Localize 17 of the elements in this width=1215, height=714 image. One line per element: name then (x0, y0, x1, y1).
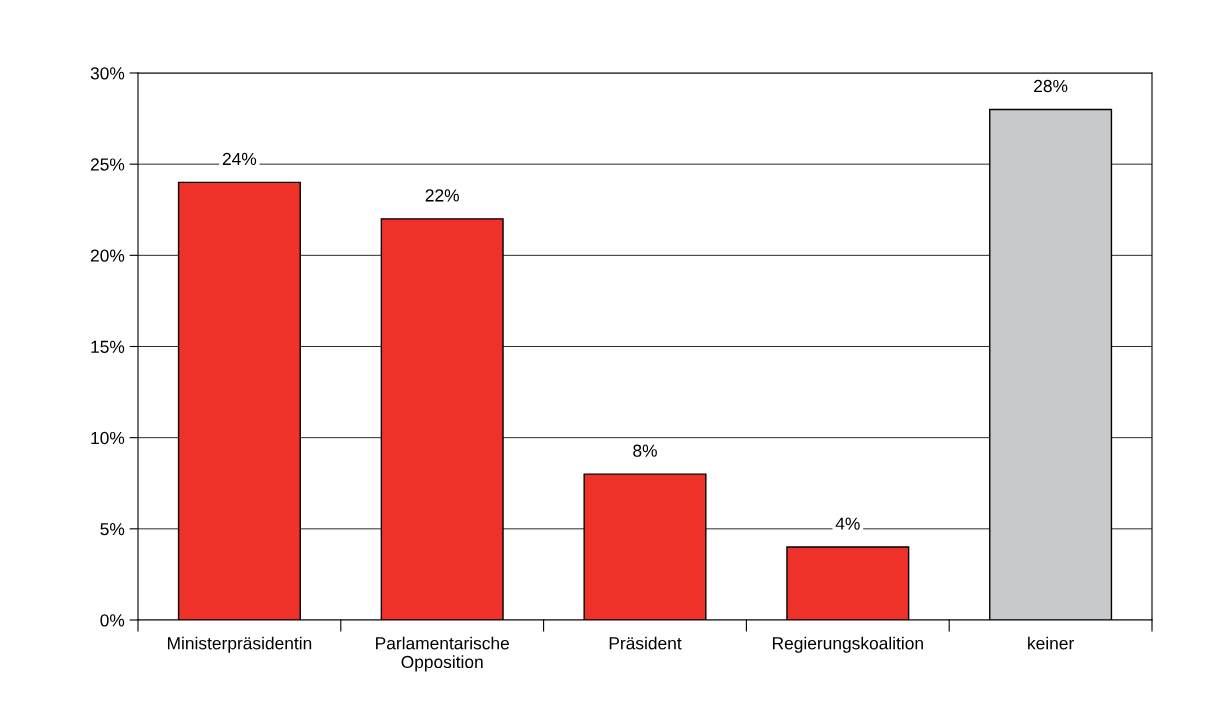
data-label: 24% (222, 152, 257, 166)
data-label: 8% (633, 444, 657, 457)
data-label: 28% (1034, 79, 1068, 93)
y-tick-label: 5% (100, 523, 125, 536)
y-tick-label: 15% (91, 340, 125, 353)
y-tick-label: 20% (90, 249, 125, 262)
data-label: 22% (425, 189, 459, 202)
x-tick-label: Regierungskoalition (772, 636, 923, 653)
y-tick-label: 0% (100, 614, 125, 627)
x-tick-label: Präsident (609, 636, 682, 650)
x-tick-label: Parlamentarische Opposition (376, 636, 509, 672)
data-label: 4% (835, 517, 860, 530)
y-tick-label: 25% (90, 158, 125, 171)
y-tick-label: 10% (91, 431, 125, 445)
x-tick-label: keiner (1028, 636, 1074, 650)
y-tick-label: 30% (90, 67, 125, 80)
x-tick-label: Ministerpräsidentin (167, 636, 312, 653)
